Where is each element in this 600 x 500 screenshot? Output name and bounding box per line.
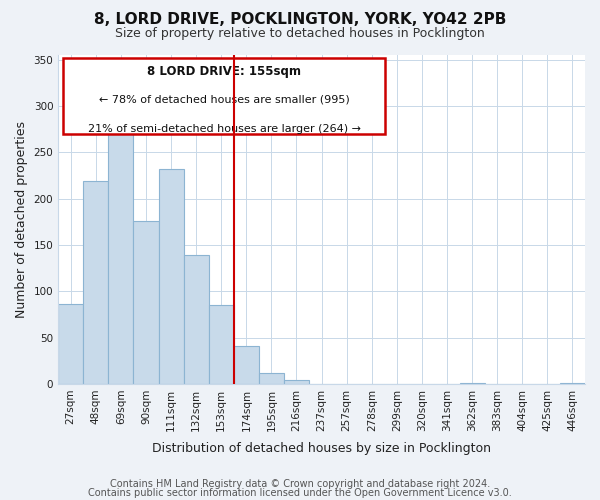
Y-axis label: Number of detached properties: Number of detached properties <box>15 121 28 318</box>
Bar <box>184 255 209 384</box>
Bar <box>284 380 309 384</box>
Text: 8 LORD DRIVE: 155sqm: 8 LORD DRIVE: 155sqm <box>147 65 301 78</box>
X-axis label: Distribution of detached houses by size in Pocklington: Distribution of detached houses by size … <box>152 442 491 455</box>
Bar <box>560 383 585 384</box>
Text: ← 78% of detached houses are smaller (995): ← 78% of detached houses are smaller (99… <box>99 94 349 104</box>
Bar <box>83 181 109 384</box>
Text: Contains HM Land Registry data © Crown copyright and database right 2024.: Contains HM Land Registry data © Crown c… <box>110 479 490 489</box>
Text: 21% of semi-detached houses are larger (264) →: 21% of semi-detached houses are larger (… <box>88 124 361 134</box>
Bar <box>460 383 485 384</box>
Bar <box>133 221 158 384</box>
Bar <box>58 304 83 384</box>
Text: Contains public sector information licensed under the Open Government Licence v3: Contains public sector information licen… <box>88 488 512 498</box>
Bar <box>259 373 284 384</box>
Bar <box>234 346 259 384</box>
Text: 8, LORD DRIVE, POCKLINGTON, YORK, YO42 2PB: 8, LORD DRIVE, POCKLINGTON, YORK, YO42 2… <box>94 12 506 28</box>
Bar <box>209 305 234 384</box>
Text: Size of property relative to detached houses in Pocklington: Size of property relative to detached ho… <box>115 28 485 40</box>
Bar <box>109 122 133 384</box>
FancyBboxPatch shape <box>64 58 385 134</box>
Bar <box>158 169 184 384</box>
